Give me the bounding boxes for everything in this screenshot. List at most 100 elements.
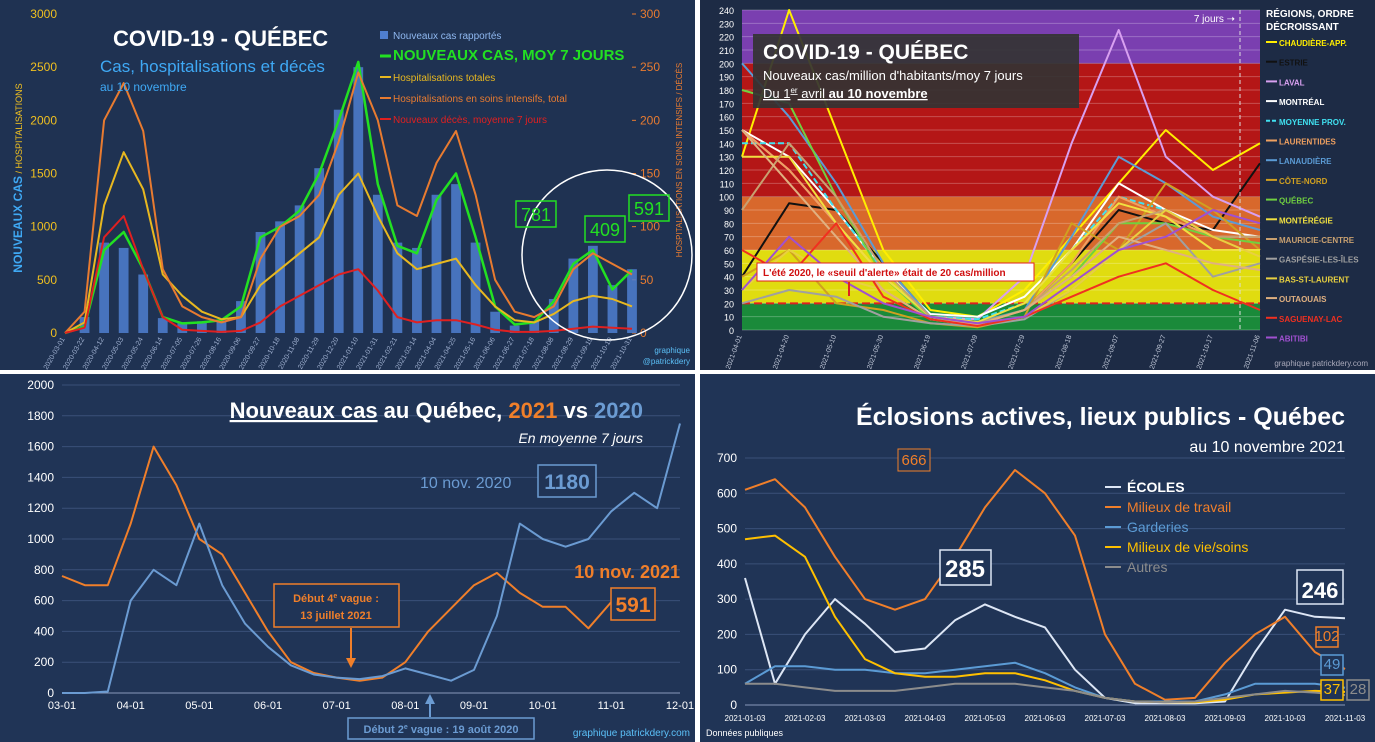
y-tick-label: 200 <box>34 655 54 669</box>
y2-tick-label: 50 <box>640 273 654 287</box>
legend-label: QUÉBEC <box>1279 197 1313 206</box>
series-line <box>744 661 1346 703</box>
bar <box>157 318 168 333</box>
y-tick-label: 600 <box>717 486 737 500</box>
y2-tick-label: 250 <box>640 60 660 74</box>
legend-label: LAURENTIDES <box>1279 138 1337 147</box>
bar <box>548 298 559 333</box>
series-line <box>741 9 1261 318</box>
wave-note: Début 2e vague : 19 août 2020 <box>364 724 519 736</box>
series-line <box>744 577 1346 705</box>
wave-note: 13 juillet 2021 <box>300 610 372 622</box>
title-part: au Québec, <box>378 398 509 423</box>
peak-label: 666 <box>901 452 926 469</box>
bar <box>607 285 618 333</box>
y-tick-label: 190 <box>719 73 734 83</box>
y-tick-label: 800 <box>34 563 54 577</box>
wave-note: Début 4e vague : <box>293 593 379 605</box>
legend-label: SAGUENAY-LAC <box>1279 315 1342 324</box>
y-tick-label: 160 <box>719 113 734 123</box>
subtitle-part: au 10 novembre <box>829 86 928 101</box>
y-tick-label: 200 <box>717 627 737 641</box>
y-tick-label: 180 <box>719 86 734 96</box>
bar <box>490 311 501 333</box>
legend-label: Hospitalisations totales <box>393 73 495 84</box>
bar <box>509 325 520 333</box>
note-part: e <box>404 724 408 731</box>
legend-label: CÔTE-NORD <box>1279 177 1328 186</box>
y-tick-label: 10 <box>724 313 734 323</box>
annotation: 781 <box>521 205 551 225</box>
x-tick-label: 11-01 <box>598 700 625 712</box>
series-line <box>741 222 1261 327</box>
end-label: 102 <box>1314 628 1339 645</box>
chart-title: Nouveaux cas au Québec, 2021 vs 2020 <box>230 398 643 423</box>
highlight-circle <box>521 169 693 341</box>
x-tick-label: 05-01 <box>185 700 213 712</box>
y-tick-label: 70 <box>724 233 734 243</box>
annotation-box <box>628 194 670 222</box>
panel <box>0 374 695 742</box>
bar <box>627 269 637 333</box>
legend-label: Nouveaux cas rapportés <box>393 31 501 42</box>
x-tick-label: 07-01 <box>323 700 351 712</box>
bar <box>196 321 207 333</box>
bar <box>588 245 598 333</box>
y-tick-label: 200 <box>719 59 734 69</box>
y-tick-label: 230 <box>719 19 734 29</box>
x-tick-label: 2021-08-03 <box>1145 714 1186 723</box>
annotation-box <box>537 464 597 498</box>
bar <box>118 247 129 333</box>
y-tick-label: 700 <box>717 451 737 465</box>
series-line <box>741 129 1261 326</box>
legend-title: DÉCROISSANT <box>1266 20 1339 33</box>
chart-title: COVID-19 - QUÉBEC <box>763 41 968 64</box>
end-label: 246 <box>1302 578 1339 603</box>
y-tick-label: 30 <box>724 286 734 296</box>
alert-note: L'été 2020, le «seuil d'alerte» était de… <box>763 268 1006 279</box>
annotation: 1180 <box>544 471 590 494</box>
y-tick-label: 20 <box>724 299 734 309</box>
y-tick-label: 3000 <box>30 7 57 21</box>
y-tick-label: 300 <box>717 592 737 606</box>
y-axis-label-part: NOUVEAUX CAS <box>11 176 25 273</box>
y-tick-label: 0 <box>729 326 734 336</box>
annotation-box <box>515 200 557 228</box>
annotation: 591 <box>615 594 650 617</box>
series-line <box>745 682 1346 704</box>
y-tick-label: 1000 <box>27 532 54 546</box>
subtitle-part: avril <box>798 86 829 101</box>
bar <box>216 320 227 333</box>
bar <box>294 205 305 333</box>
y-tick-label: 170 <box>719 99 734 109</box>
legend-label: ABITIBI <box>1279 335 1308 344</box>
x-tick-label: 2021-02-03 <box>785 714 826 723</box>
note-box <box>273 583 400 628</box>
y-tick-label: 500 <box>37 273 57 287</box>
source-note: Données publiques <box>706 728 784 738</box>
annotation: 10 nov. 2021 <box>574 562 680 582</box>
bar <box>568 258 579 333</box>
legend-label: Autres <box>1127 559 1167 575</box>
legend-label: ESTRIE <box>1279 59 1309 68</box>
chart-title: COVID-19 - QUÉBEC <box>113 26 328 51</box>
x-tick-label: 09-01 <box>460 700 488 712</box>
legend-label: Milieux de vie/soins <box>1127 539 1248 555</box>
note-part: Début 4 <box>293 593 334 605</box>
legend-label: GASPÉSIE-LES-ÎLES <box>1279 256 1359 265</box>
y-tick-label: 400 <box>34 624 54 638</box>
y-tick-label: 0 <box>47 686 54 700</box>
annotation-box <box>939 549 992 586</box>
note-part: vague : 19 août 2020 <box>408 724 519 736</box>
y2-tick-label: 200 <box>640 113 660 127</box>
bar <box>314 168 325 333</box>
y-tick-label: 1000 <box>30 220 57 234</box>
series-line <box>744 469 1346 701</box>
y-tick-label: 140 <box>719 139 734 149</box>
legend-title: RÉGIONS, ORDRE <box>1266 7 1354 20</box>
bar <box>138 274 149 333</box>
y-tick-label: 0 <box>50 326 57 340</box>
